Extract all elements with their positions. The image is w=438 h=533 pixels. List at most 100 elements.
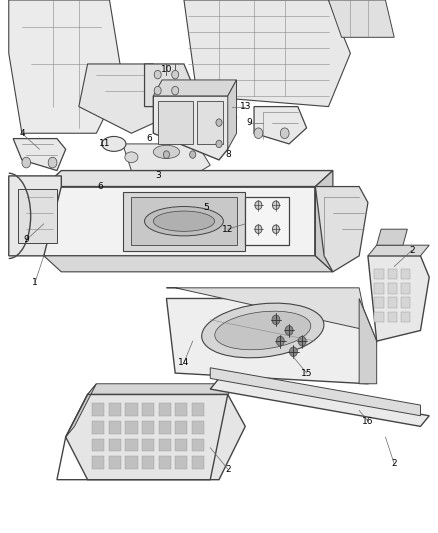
- Text: 11: 11: [99, 140, 111, 148]
- Polygon shape: [166, 298, 377, 384]
- Bar: [92, 439, 104, 451]
- Text: 1: 1: [32, 278, 38, 287]
- Circle shape: [285, 326, 293, 335]
- Circle shape: [154, 86, 161, 95]
- Text: 9: 9: [23, 236, 29, 244]
- Bar: [245, 197, 289, 245]
- Bar: [192, 403, 204, 416]
- Bar: [401, 297, 410, 308]
- Polygon shape: [66, 384, 96, 437]
- Circle shape: [255, 201, 262, 209]
- Bar: [388, 283, 397, 294]
- Polygon shape: [88, 384, 237, 394]
- Circle shape: [272, 315, 280, 325]
- Bar: [192, 439, 204, 451]
- Bar: [109, 439, 121, 451]
- Bar: [125, 403, 138, 416]
- Circle shape: [216, 140, 222, 148]
- Polygon shape: [377, 229, 407, 245]
- Bar: [92, 456, 104, 469]
- Circle shape: [216, 119, 222, 126]
- Polygon shape: [18, 189, 57, 243]
- Ellipse shape: [145, 206, 223, 236]
- Polygon shape: [44, 256, 333, 272]
- Polygon shape: [315, 187, 368, 272]
- Bar: [92, 403, 104, 416]
- Text: 2: 2: [225, 465, 230, 473]
- Text: 3: 3: [155, 172, 161, 180]
- Polygon shape: [184, 0, 350, 107]
- Bar: [142, 421, 154, 434]
- Bar: [159, 439, 171, 451]
- Circle shape: [190, 151, 196, 158]
- Bar: [142, 439, 154, 451]
- Text: 8: 8: [225, 150, 231, 159]
- Bar: [175, 439, 187, 451]
- Circle shape: [272, 225, 279, 233]
- Polygon shape: [123, 144, 210, 181]
- Circle shape: [172, 86, 179, 95]
- Circle shape: [254, 128, 263, 139]
- Bar: [125, 456, 138, 469]
- Bar: [109, 421, 121, 434]
- Bar: [374, 312, 384, 322]
- Ellipse shape: [201, 303, 324, 358]
- Polygon shape: [9, 0, 123, 133]
- Bar: [374, 269, 384, 279]
- Bar: [159, 403, 171, 416]
- Bar: [175, 421, 187, 434]
- Bar: [192, 456, 204, 469]
- Bar: [158, 101, 193, 144]
- Circle shape: [272, 201, 279, 209]
- Bar: [192, 421, 204, 434]
- Circle shape: [280, 128, 289, 139]
- Bar: [125, 439, 138, 451]
- Polygon shape: [328, 0, 394, 37]
- Polygon shape: [123, 192, 245, 251]
- Bar: [197, 101, 223, 144]
- Text: 2: 2: [392, 459, 397, 468]
- Text: 13: 13: [240, 102, 251, 111]
- Text: 4: 4: [19, 129, 25, 138]
- Circle shape: [298, 336, 306, 346]
- Ellipse shape: [153, 145, 180, 159]
- Bar: [125, 421, 138, 434]
- Polygon shape: [254, 107, 307, 144]
- Bar: [401, 312, 410, 322]
- Bar: [374, 297, 384, 308]
- Circle shape: [163, 151, 170, 158]
- Bar: [159, 456, 171, 469]
- Bar: [175, 456, 187, 469]
- Polygon shape: [44, 187, 315, 256]
- Bar: [109, 403, 121, 416]
- Bar: [92, 421, 104, 434]
- Polygon shape: [228, 80, 237, 149]
- Polygon shape: [368, 256, 429, 341]
- Polygon shape: [153, 96, 237, 160]
- Circle shape: [154, 70, 161, 79]
- Bar: [142, 403, 154, 416]
- Bar: [175, 403, 187, 416]
- Ellipse shape: [215, 311, 311, 350]
- Text: 6: 6: [146, 134, 152, 143]
- Circle shape: [276, 336, 284, 346]
- Polygon shape: [131, 197, 237, 245]
- Text: 9: 9: [247, 118, 253, 127]
- Circle shape: [290, 347, 297, 357]
- Bar: [374, 283, 384, 294]
- Text: 16: 16: [362, 417, 374, 425]
- Text: 2: 2: [409, 246, 414, 255]
- Bar: [388, 297, 397, 308]
- Polygon shape: [315, 171, 333, 272]
- Text: 10: 10: [161, 65, 172, 74]
- Text: 12: 12: [222, 225, 233, 233]
- Polygon shape: [13, 139, 66, 171]
- Ellipse shape: [102, 136, 126, 151]
- Text: 14: 14: [178, 358, 190, 367]
- Circle shape: [48, 157, 57, 168]
- Polygon shape: [66, 394, 245, 480]
- Bar: [388, 312, 397, 322]
- Ellipse shape: [153, 211, 215, 231]
- Bar: [401, 283, 410, 294]
- Polygon shape: [359, 298, 377, 384]
